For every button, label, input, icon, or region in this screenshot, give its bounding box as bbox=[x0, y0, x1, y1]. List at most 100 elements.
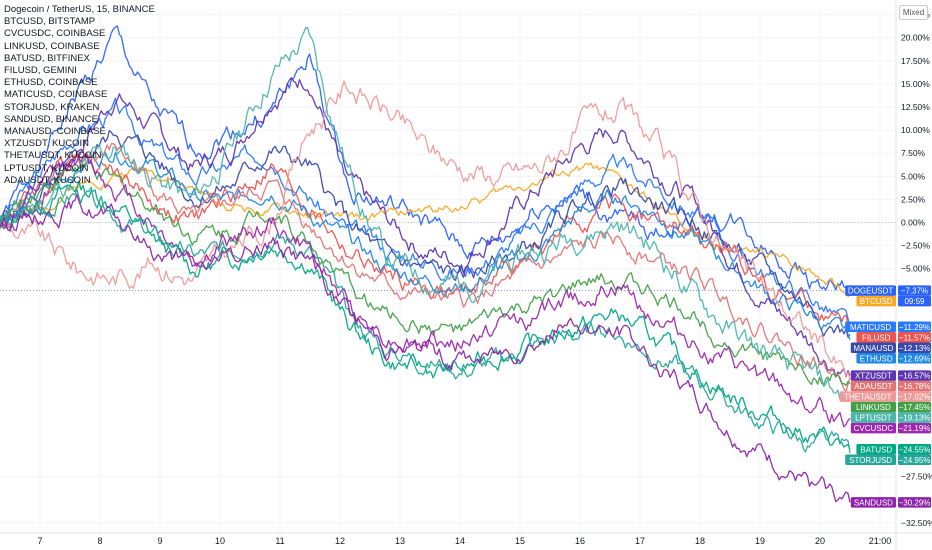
series-name-tag bbox=[856, 332, 896, 343]
series-line-cvcusdc[interactable] bbox=[0, 151, 851, 428]
series-end-label-thetausdt: THETAUSDT −17.02% bbox=[839, 391, 931, 402]
series-name-text: BTCUSD bbox=[860, 297, 893, 306]
series-name-text: ETHUSD bbox=[860, 354, 893, 363]
x-tick-label: 11 bbox=[275, 536, 284, 546]
series-end-label-cvcusdc: CVCUSDC −21.19% bbox=[850, 422, 931, 434]
series-name-tag bbox=[856, 295, 896, 307]
series-name-text: STORJUSD bbox=[849, 456, 892, 465]
x-tick-label: 19 bbox=[755, 536, 765, 546]
series-name-tag bbox=[856, 353, 896, 364]
legend-item-filusd[interactable]: FILUSD, GEMINI bbox=[4, 65, 77, 77]
series-name-text: ADAUSDT bbox=[854, 382, 892, 391]
series-end-label-batusd: BATUSD −24.55% bbox=[856, 444, 931, 455]
series-name-text: MATICUSD bbox=[850, 323, 891, 332]
series-name-tag bbox=[850, 342, 896, 354]
series-value-tag bbox=[898, 444, 931, 455]
series-value-tag bbox=[898, 497, 931, 508]
series-name-text: CVCUSDC bbox=[854, 424, 894, 433]
series-value-text: −11.57% bbox=[899, 333, 930, 342]
y-tick-label: 15.00% bbox=[901, 79, 930, 89]
series-line-adausdt[interactable] bbox=[0, 143, 851, 393]
series-value-text: −24.55% bbox=[899, 445, 931, 454]
series-value-text: −11.29% bbox=[899, 323, 930, 332]
series-name-tag bbox=[839, 391, 896, 402]
series-value-text: −21.19% bbox=[899, 424, 931, 433]
series-value-tag bbox=[898, 285, 931, 296]
series-line-linkusd[interactable] bbox=[0, 161, 851, 387]
y-tick-label: 12.50% bbox=[901, 102, 930, 112]
series-line-filusd[interactable] bbox=[0, 152, 851, 330]
legend-item-sandusd[interactable]: SANDUSD, BINANCE bbox=[4, 113, 98, 125]
series-name-tag bbox=[850, 412, 896, 423]
y-tick-label: 17.50% bbox=[901, 56, 930, 66]
series-line-sandusd[interactable] bbox=[0, 193, 851, 503]
series-name-text: MANAUSD bbox=[853, 344, 893, 353]
series-end-label-manausd: MANAUSD −12.13% bbox=[850, 342, 931, 354]
legend-item-linkusd[interactable]: LINKUSD, COINBASE bbox=[4, 40, 100, 52]
series-name-text: SANDUSD bbox=[854, 498, 893, 507]
series-value-text: −16.78% bbox=[899, 382, 931, 391]
series-value-text: −24.95% bbox=[899, 456, 931, 465]
legend-item-lptusdt[interactable]: LPTUSDT, KUCOIN bbox=[4, 162, 89, 174]
legend-item-batusd[interactable]: BATUSD, BITFINEX bbox=[4, 52, 90, 64]
series-name-tag bbox=[850, 380, 896, 392]
series-value-tag bbox=[898, 454, 931, 466]
series-line-storjusd[interactable] bbox=[0, 186, 851, 454]
x-tick-label: 13 bbox=[395, 536, 405, 546]
legend-item-storjusd[interactable]: STORJUSD, KRAKEN bbox=[4, 101, 100, 113]
x-tick-label: 18 bbox=[695, 536, 705, 546]
countdown-text: 09:59 bbox=[904, 297, 925, 306]
y-tick-label: −2.50% bbox=[901, 241, 931, 251]
price-axis-background bbox=[896, 0, 932, 532]
y-tick-label: −32.50% bbox=[901, 518, 932, 528]
legend-item-manausd[interactable]: MANAUSD, COINBASE bbox=[4, 126, 106, 138]
series-end-label-linkusd: LINKUSD −17.45% bbox=[850, 401, 931, 413]
series-name-text: XTZUSDT bbox=[855, 372, 892, 381]
series-end-label-dogeusdt: DOGEUSDT −7.37% bbox=[845, 285, 931, 296]
series-value-tag bbox=[898, 370, 931, 381]
series-value-text: −17.45% bbox=[899, 403, 931, 412]
y-tick-label: 2.50% bbox=[901, 194, 926, 204]
series-end-label-ethusd: ETHUSD −12.69% bbox=[856, 353, 931, 364]
y-tick-label: 10.00% bbox=[901, 125, 930, 135]
legend-item-thetausdt[interactable]: THETAUSDT, KUCOIN bbox=[4, 150, 102, 162]
x-tick-label: 17 bbox=[635, 536, 645, 546]
legend-item-cvcusdc[interactable]: CVCUSDC, COINBASE bbox=[4, 28, 106, 40]
x-tick-label: 16 bbox=[575, 536, 585, 546]
series-line-batusd[interactable] bbox=[0, 180, 851, 450]
series-value-text: −16.57% bbox=[899, 372, 931, 381]
chart-legend: Dogecoin / TetherUS, 15, BINANCE BTCUSD,… bbox=[4, 4, 155, 187]
series-line-lptusdt[interactable] bbox=[0, 26, 851, 400]
series-name-tag bbox=[850, 422, 896, 434]
legend-item-adausdt[interactable]: ADAUSDT, KUCOIN bbox=[4, 174, 91, 186]
series-end-label-sandusd: SANDUSD −30.29% bbox=[850, 497, 931, 508]
y-tick-label: 0.00% bbox=[901, 217, 926, 227]
series-name-text: LINKUSD bbox=[856, 403, 891, 412]
x-tick-label: 8 bbox=[97, 536, 102, 546]
main-symbol-title[interactable]: Dogecoin / TetherUS, 15, BINANCE bbox=[4, 4, 155, 15]
series-value-text: −12.69% bbox=[899, 354, 931, 363]
series-value-text: −12.13% bbox=[899, 344, 931, 353]
scale-mode-button[interactable]: Mixed bbox=[899, 5, 928, 20]
series-value-tag bbox=[898, 391, 931, 402]
series-name-tag bbox=[850, 370, 896, 381]
y-tick-label: 7.50% bbox=[901, 148, 926, 158]
y-tick-label: 20.00% bbox=[901, 33, 930, 43]
series-line-xtzusdt[interactable] bbox=[0, 77, 851, 378]
legend-item-maticusd[interactable]: MATICUSD, COINBASE bbox=[4, 89, 108, 101]
series-name-text: DOGEUSDT bbox=[848, 287, 893, 296]
legend-item-xtzusdt[interactable]: XTZUSDT, KUCOIN bbox=[4, 138, 89, 150]
series-name-tag bbox=[845, 321, 896, 333]
series-end-label-adausdt: ADAUSDT −16.78% bbox=[850, 380, 931, 392]
series-line-thetausdt[interactable] bbox=[0, 80, 851, 380]
series-name-text: LPTUSDT bbox=[855, 414, 892, 423]
x-tick-label: 9 bbox=[157, 536, 162, 546]
series-name-text: BATUSD bbox=[860, 445, 892, 454]
series-value-text: −7.37% bbox=[901, 287, 928, 296]
legend-item-btcusd[interactable]: BTCUSD, BITSTAMP bbox=[4, 16, 96, 28]
legend-item-ethusd[interactable]: ETHUSD, COINBASE bbox=[4, 77, 98, 89]
series-value-tag bbox=[898, 321, 931, 333]
series-name-tag bbox=[856, 444, 896, 455]
series-value-text: −17.02% bbox=[899, 393, 931, 402]
